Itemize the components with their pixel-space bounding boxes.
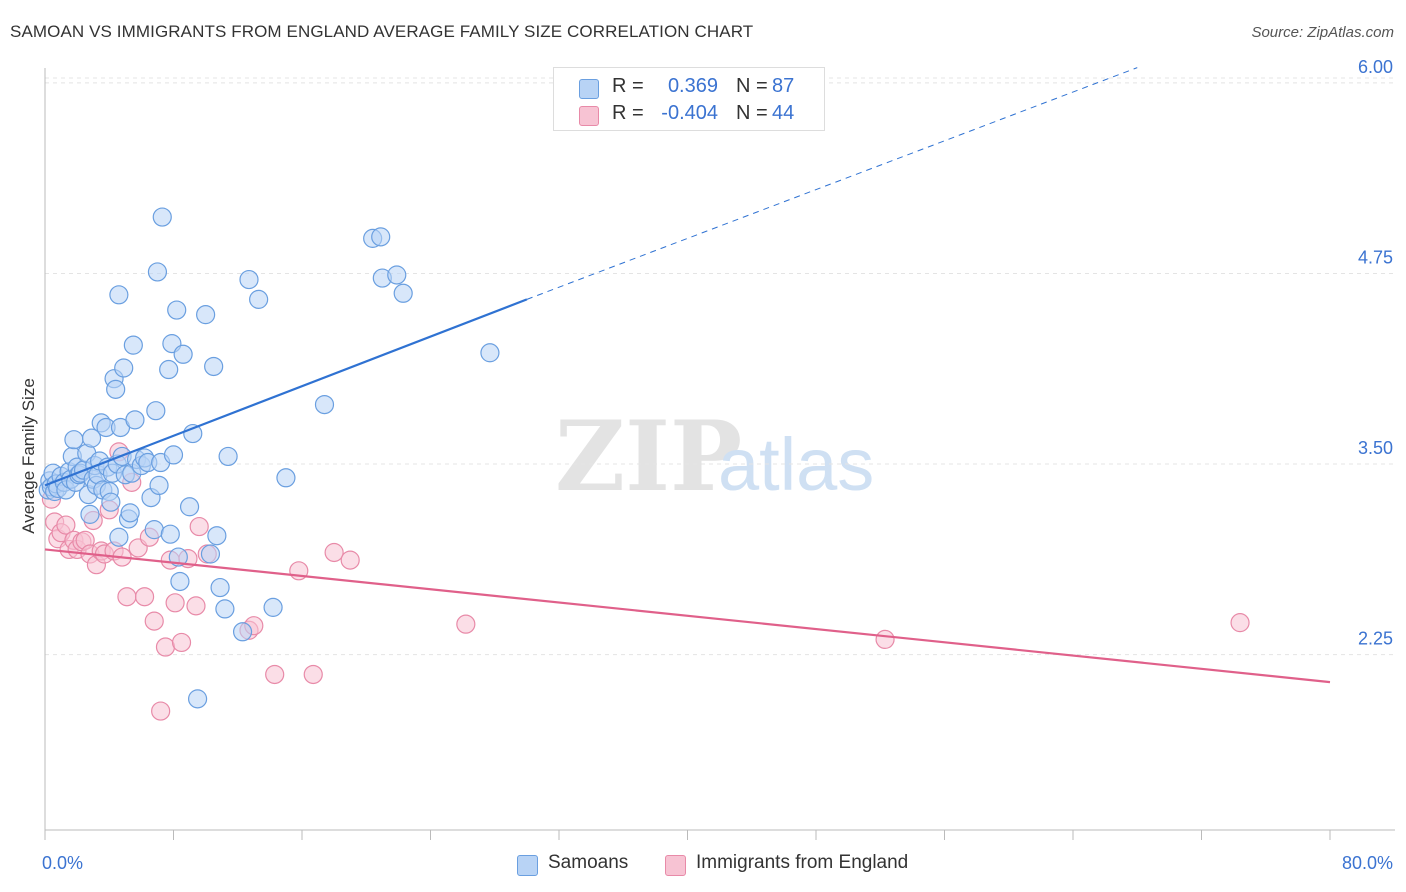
data-point: [171, 632, 192, 653]
data-point: [134, 587, 155, 607]
y-tick-label: 4.75: [1358, 247, 1393, 267]
data-point: [81, 428, 102, 448]
data-point: [168, 547, 188, 567]
data-point: [101, 492, 121, 512]
data-point: [249, 289, 269, 309]
data-point: [155, 637, 176, 657]
immigrants-legend-swatch: [665, 855, 686, 876]
samoans-swatch: [579, 79, 599, 99]
data-point: [218, 446, 238, 467]
data-point: [186, 596, 206, 616]
y-tick-label: 6.00: [1358, 57, 1393, 77]
trend-lines: [44, 67, 1331, 684]
data-point: [204, 356, 224, 377]
data-point: [163, 445, 184, 465]
x-tick-label: 0.0%: [42, 853, 83, 873]
data-point: [265, 664, 285, 685]
source-label: Source: ZipAtlas.com: [1251, 24, 1394, 41]
data-point: [314, 394, 335, 415]
y-axis-label: Average Family Size: [19, 378, 38, 534]
data-point: [179, 497, 200, 517]
data-point: [147, 262, 168, 282]
data-point: [123, 335, 143, 355]
immigrants-trend-line: [44, 548, 1331, 684]
y-tick-label: 2.25: [1358, 629, 1393, 649]
data-point: [480, 343, 500, 363]
chart-title: SAMOAN VS IMMIGRANTS FROM ENGLAND AVERAG…: [10, 22, 754, 41]
data-point: [371, 227, 391, 247]
n-label: N =: [736, 75, 768, 97]
data-point: [215, 599, 235, 619]
samoans-legend-swatch: [517, 855, 538, 876]
legend-label: Samoans: [548, 852, 629, 873]
data-point: [114, 358, 134, 378]
data-point: [146, 401, 166, 421]
data-point: [117, 587, 137, 607]
n-value: 87: [772, 75, 795, 97]
data-point: [144, 611, 164, 631]
data-point: [160, 524, 180, 544]
data-point: [387, 265, 407, 285]
r-value: 0.369: [667, 75, 718, 97]
data-point: [210, 577, 230, 598]
data-point: [159, 359, 179, 380]
data-point: [303, 664, 323, 685]
correlation-legend: R = 0.369 N = 87 R = -0.404 N = 44: [553, 67, 825, 131]
n-value: 44: [772, 102, 795, 124]
immigrants-swatch: [579, 106, 599, 126]
data-point: [64, 430, 84, 450]
data-point: [875, 629, 895, 650]
axes: [44, 68, 1395, 840]
samoans-trend-line: [44, 298, 528, 487]
data-point: [189, 516, 209, 537]
r-label: R =: [612, 102, 644, 124]
grid-lines: [45, 77, 1395, 656]
data-point: [200, 544, 221, 564]
data-point: [144, 520, 164, 540]
data-point: [109, 527, 129, 547]
data-point: [263, 597, 283, 617]
legend-row-immigrants: R = -0.404 N = 44: [554, 101, 824, 129]
x-tick-label: 80.0%: [1342, 853, 1393, 873]
data-point: [196, 305, 216, 325]
data-point: [165, 593, 185, 613]
data-point: [239, 269, 259, 290]
series-samoans-points: [38, 207, 500, 709]
data-point: [56, 515, 76, 535]
data-point: [106, 379, 126, 399]
data-point: [109, 285, 129, 305]
data-point: [393, 283, 413, 303]
data-point: [456, 614, 476, 634]
data-point: [1230, 613, 1250, 633]
data-point: [167, 300, 187, 320]
legend-row-samoans: R = 0.369 N = 87: [554, 74, 824, 102]
data-point: [207, 526, 227, 546]
data-point: [187, 689, 208, 709]
samoans-trend-extension: [526, 67, 1138, 300]
data-point: [80, 504, 100, 524]
data-point: [152, 207, 172, 227]
r-value: -0.404: [661, 102, 718, 124]
data-point: [324, 542, 344, 563]
data-point: [340, 550, 360, 570]
data-point: [149, 475, 169, 496]
legend-label: Immigrants from England: [696, 852, 909, 873]
r-label: R =: [612, 75, 644, 97]
data-point: [151, 701, 171, 721]
watermark-zip: ZIP: [555, 400, 742, 513]
y-tick-label: 3.50: [1358, 438, 1393, 458]
data-point: [170, 571, 190, 592]
data-point: [232, 622, 253, 642]
data-point: [120, 503, 140, 523]
tick-labels: 2.25 3.50 4.75 6.00 0.0% 80.0%: [42, 57, 1393, 873]
n-label: N =: [736, 102, 768, 124]
data-point: [173, 344, 193, 364]
data-point: [125, 410, 145, 430]
data-point: [276, 468, 296, 488]
